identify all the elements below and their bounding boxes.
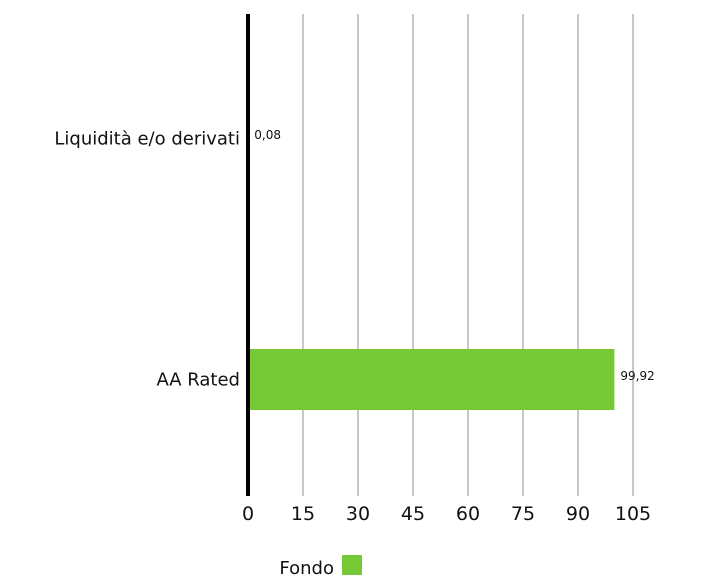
category-labels: Liquidità e/o derivati AA Rated bbox=[54, 129, 240, 391]
data-labels: 0,08 99,92 bbox=[254, 128, 654, 383]
x-tick-label-15: 15 bbox=[291, 503, 315, 525]
x-tick-label-30: 30 bbox=[346, 503, 370, 525]
gridlines bbox=[302, 14, 634, 496]
x-tick-labels: 0 15 30 45 60 75 90 105 bbox=[242, 503, 651, 525]
data-label-1: 99,92 bbox=[620, 369, 654, 383]
x-tick-label-90: 90 bbox=[566, 503, 590, 525]
category-label-0: Liquidità e/o derivati bbox=[54, 129, 240, 150]
x-tick-label-45: 45 bbox=[401, 503, 425, 525]
x-tick-label-75: 75 bbox=[511, 503, 535, 525]
bars bbox=[248, 108, 615, 410]
category-label-1: AA Rated bbox=[156, 370, 240, 391]
data-label-0: 0,08 bbox=[254, 128, 281, 142]
legend-label-fondo: Fondo bbox=[279, 558, 334, 576]
x-tick-label-105: 105 bbox=[615, 503, 651, 525]
x-tick-label-60: 60 bbox=[456, 503, 480, 525]
bar-1 bbox=[248, 349, 615, 410]
legend-swatch-fondo bbox=[342, 555, 362, 575]
x-tick-label-0: 0 bbox=[242, 503, 254, 525]
legend: Fondo bbox=[279, 555, 362, 576]
